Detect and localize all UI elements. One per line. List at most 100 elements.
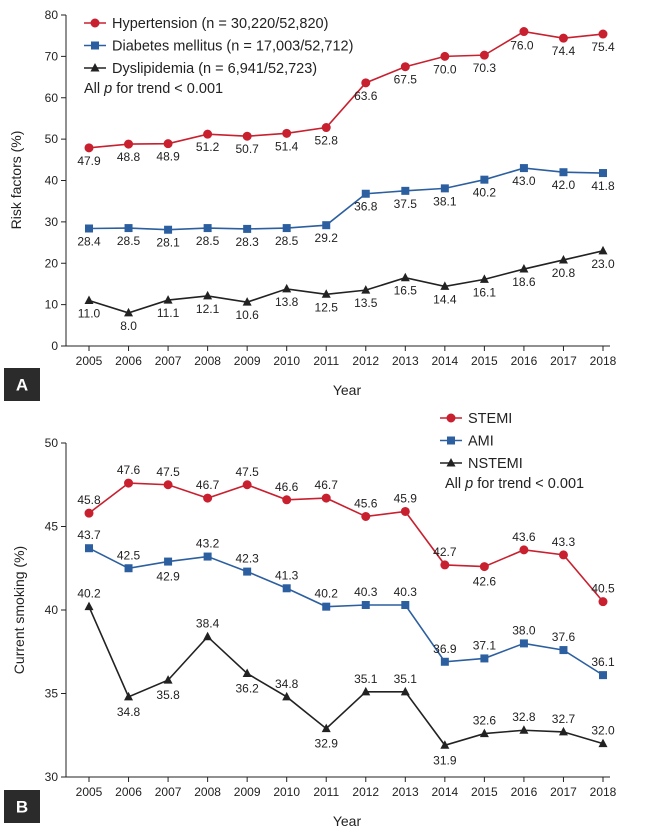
- data-label: 40.2: [473, 186, 497, 200]
- data-label: 36.2: [235, 681, 259, 695]
- data-label: 70.0: [433, 62, 457, 76]
- data-point-marker: [598, 738, 608, 748]
- data-point-marker: [480, 175, 489, 184]
- legend-swatch-marker: [91, 41, 99, 50]
- chart-panel-a: 0 10 20 30 40 50 60 70 80 2005 2006 2007 2008 2009 201…: [4, 8, 617, 401]
- data-label: 74.4: [552, 44, 576, 58]
- data-label: 48.8: [117, 150, 141, 164]
- data-label: 42.5: [117, 548, 141, 562]
- data-label: 37.1: [473, 638, 497, 652]
- chart-panel-b: 30 35 40 45 50 2005 2006 2007 2008 2009 2010 2011 20…: [4, 411, 617, 829]
- data-point-marker: [321, 289, 331, 298]
- legend-label: STEMI: [468, 411, 512, 427]
- data-label: 47.6: [117, 463, 141, 477]
- data-label: 32.9: [315, 737, 339, 751]
- data-label: 34.8: [117, 705, 141, 719]
- data-point-marker: [599, 169, 607, 178]
- data-point-marker: [242, 131, 252, 141]
- data-point-marker: [124, 224, 133, 233]
- data-label: 11.1: [157, 306, 180, 320]
- x-tick-label: 2009: [234, 354, 261, 368]
- data-label: 14.4: [433, 292, 457, 306]
- data-label: 38.4: [196, 617, 220, 631]
- series-line: [88, 167, 604, 231]
- data-point-marker: [440, 184, 449, 193]
- data-point-marker: [598, 597, 608, 607]
- x-tick-label: 2017: [550, 785, 577, 799]
- data-point-marker: [480, 654, 489, 663]
- data-point-marker: [322, 602, 331, 611]
- data-label: 28.4: [77, 234, 101, 248]
- data-label: 43.0: [512, 174, 536, 188]
- data-label: 46.7: [196, 478, 220, 492]
- data-label: 41.8: [591, 179, 615, 193]
- data-point-marker: [400, 272, 410, 282]
- data-label: 34.8: [275, 677, 299, 691]
- legend-label: Diabetes mellitus (n = 17,003/52,712): [112, 39, 353, 55]
- trend-note: All p for trend < 0.001: [445, 476, 584, 492]
- data-point-marker: [124, 564, 133, 573]
- data-label: 37.5: [394, 197, 418, 211]
- data-point-marker: [203, 129, 213, 139]
- data-point-marker: [440, 740, 450, 749]
- data-label: 42.9: [156, 570, 180, 584]
- data-label: 47.5: [156, 465, 180, 479]
- data-label: 43.2: [196, 537, 220, 551]
- series-line: [88, 547, 604, 676]
- series-stemi: 45.8 47.6 47.5 46.7 47.5 46.6 46.7 45.6 45.9 42.7…: [77, 463, 615, 607]
- data-label: 47.5: [235, 465, 259, 479]
- x-tick-label: 2008: [194, 785, 221, 799]
- data-point-marker: [361, 511, 371, 521]
- data-label: 51.2: [196, 140, 220, 154]
- x-tick-label: 2011: [313, 785, 339, 799]
- data-point-marker: [479, 728, 489, 738]
- y-tick-label: 35: [45, 687, 59, 701]
- data-point-marker: [163, 295, 173, 304]
- data-point-marker: [282, 495, 292, 505]
- data-point-marker: [124, 478, 134, 488]
- data-label: 75.4: [591, 40, 615, 54]
- data-label: 38.0: [512, 623, 536, 637]
- legend-swatch-marker: [446, 413, 456, 423]
- x-tick-label: 2014: [431, 354, 458, 368]
- data-point-marker: [519, 264, 529, 273]
- data-label: 28.5: [196, 234, 220, 248]
- data-label: 40.5: [591, 582, 615, 596]
- trend-note-prefix: All: [84, 81, 104, 97]
- legend: STEMI AMI NSTEMI: [440, 411, 523, 472]
- data-point-marker: [599, 671, 607, 680]
- x-tick-label: 2016: [511, 354, 538, 368]
- trend-note-prefix: All: [445, 476, 465, 492]
- data-label: 16.1: [473, 285, 497, 299]
- series-ami: 43.7 42.5 42.9 43.2 42.3 41.3 40.2 40.3 40.3 36.9…: [77, 528, 615, 680]
- data-point-marker: [361, 189, 370, 198]
- data-label: 32.7: [552, 712, 576, 726]
- legend-swatch-marker: [90, 63, 100, 72]
- data-point-marker: [84, 143, 94, 153]
- data-point-marker: [282, 283, 292, 293]
- data-label: 12.5: [315, 300, 339, 314]
- panel-badge-label: B: [16, 798, 28, 817]
- data-point-marker: [85, 224, 93, 233]
- data-point-marker: [401, 186, 410, 195]
- data-label: 18.6: [512, 275, 536, 289]
- trend-note: All p for trend < 0.001: [84, 81, 223, 97]
- y-tick-label: 50: [45, 132, 59, 146]
- data-point-marker: [558, 33, 568, 43]
- y-tick-label: 50: [45, 436, 59, 450]
- legend-label: Hypertension (n = 30,220/52,820): [112, 16, 328, 32]
- x-tick-label: 2009: [234, 785, 261, 799]
- data-point-marker: [85, 544, 93, 553]
- data-label: 43.6: [512, 530, 536, 544]
- data-point-marker: [124, 691, 134, 701]
- data-point-marker: [322, 221, 331, 230]
- data-label: 36.1: [591, 655, 615, 669]
- x-tick-label: 2010: [273, 785, 300, 799]
- x-tick-label: 2008: [194, 354, 221, 368]
- x-tick-label: 2012: [352, 354, 379, 368]
- x-tick-label: 2007: [155, 785, 182, 799]
- data-point-marker: [598, 29, 608, 39]
- data-label: 51.4: [275, 139, 299, 153]
- x-tick-label: 2006: [115, 354, 142, 368]
- x-axis-title: Year: [333, 813, 362, 829]
